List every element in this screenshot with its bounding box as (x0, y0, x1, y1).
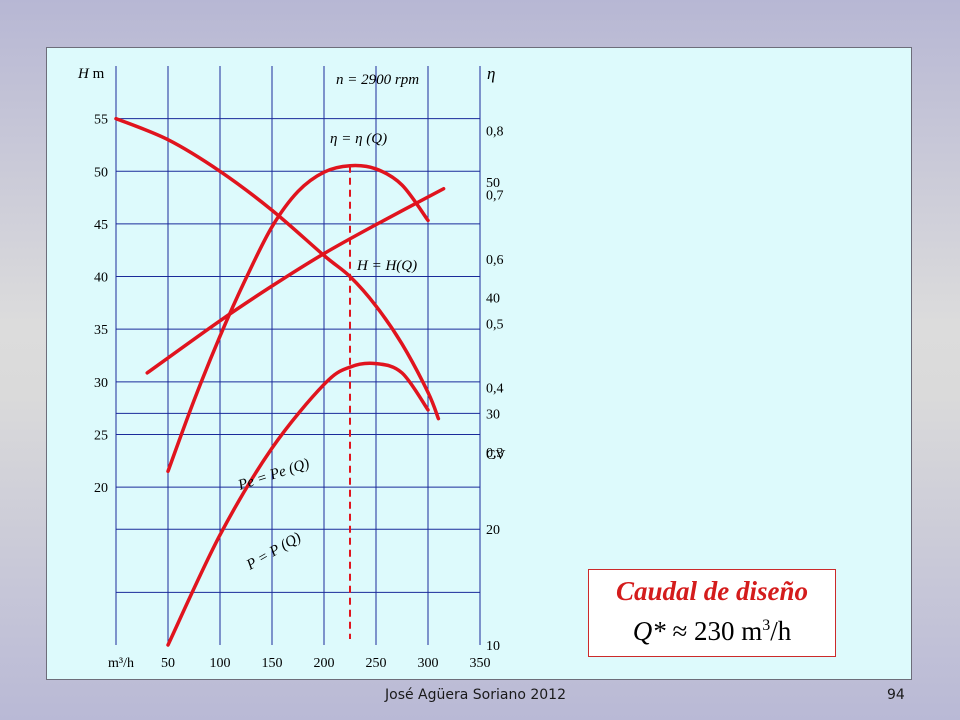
x-tick-label: 300 (418, 656, 439, 671)
y-right-eta-tick-label: 0,8 (486, 124, 504, 139)
y-left-tick-label: 50 (94, 165, 108, 180)
x-tick-label: 150 (262, 656, 283, 671)
x-tick-label: 100 (210, 656, 231, 671)
design-flow-symbol: Q* (632, 616, 666, 646)
x-tick-label: 250 (366, 656, 387, 671)
design-flow-title: Caudal de diseño (615, 576, 809, 606)
footer-author: José Agüera Soriano 2012 (385, 687, 566, 703)
output-power-curve-label: P = P (Q) (243, 530, 304, 574)
x-tick-label: 50 (161, 656, 175, 671)
y-right-eta-tick-label: 0,6 (486, 253, 504, 268)
design-flow-number: 230 m (694, 616, 763, 646)
design-flow-value: Q* ≈ 230 m3/h (589, 616, 835, 647)
x-tick-label: 200 (314, 656, 335, 671)
y-right-eta-tick-label: 0,7 (486, 189, 504, 204)
y-right-eta-tick-label: 0,3 (486, 446, 504, 461)
y-right-power-tick-label: 30 (486, 407, 500, 422)
design-flow-unit: /h (770, 616, 792, 646)
y-left-tick-label: 30 (94, 376, 108, 391)
y-right-power-tick-label: 40 (486, 292, 500, 307)
y-right-power-tick-label: 50 (486, 176, 500, 191)
y-left-tick-label: 40 (94, 271, 108, 286)
speed-label: n = 2900 rpm (336, 72, 419, 88)
efficiency-curve-label: η = η (Q) (330, 131, 387, 147)
x-tick-label: 350 (470, 656, 491, 671)
head-curve-label: H = H(Q) (356, 258, 417, 274)
design-flow-box: Caudal de diseño Q* ≈ 230 m3/h (588, 569, 836, 657)
y-right-eta-tick-label: 0,4 (486, 382, 504, 397)
output-power-curve (166, 361, 430, 647)
y-right-power-tick-label: 10 (486, 639, 500, 654)
input-power-curve (145, 186, 446, 375)
y-right-eta-axis-label: η (487, 64, 495, 83)
y-left-tick-label: 45 (94, 218, 108, 233)
y-right-power-tick-label: 20 (486, 523, 500, 538)
input-power-curve-label: Pe = Pe (Q) (235, 456, 311, 494)
design-flow-exponent: 3 (762, 617, 771, 634)
approx-symbol: ≈ (672, 616, 688, 646)
y-left-tick-label: 35 (94, 323, 108, 338)
y-left-tick-label: 20 (94, 481, 108, 496)
x-axis-label: m³/h (108, 656, 134, 671)
efficiency-curve (166, 163, 430, 474)
head-curve (114, 116, 441, 421)
y-left-axis-label: H m (77, 66, 105, 82)
page-number: 94 (887, 687, 905, 703)
y-left-tick-label: 55 (94, 113, 108, 128)
y-right-power-unit-label: CV (486, 448, 505, 463)
y-left-tick-label: 25 (94, 428, 108, 443)
y-right-eta-tick-label: 0,5 (486, 317, 504, 332)
